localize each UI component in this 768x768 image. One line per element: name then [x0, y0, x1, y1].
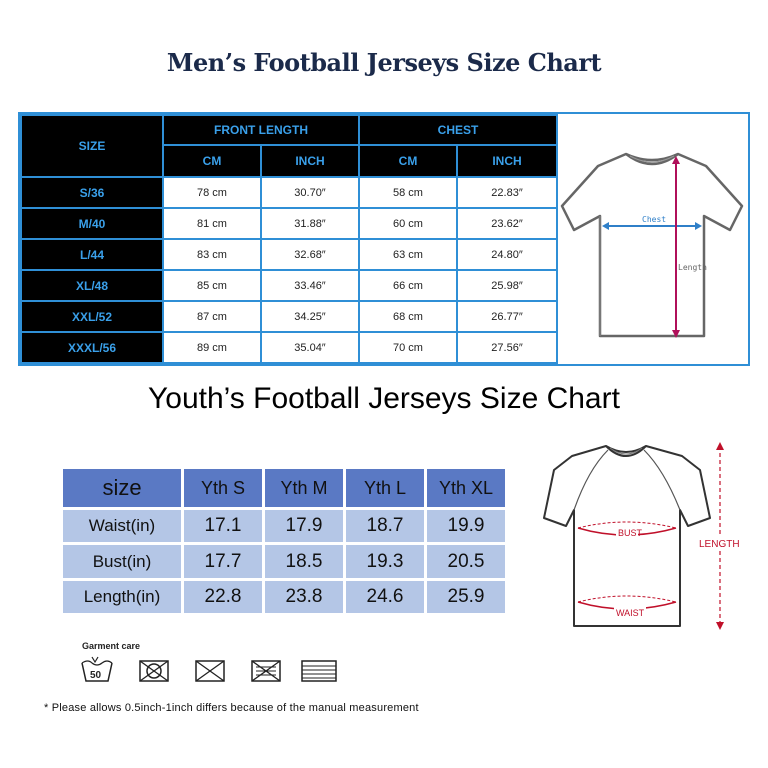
men-fl-cm-cell: 89 cm [162, 331, 262, 364]
garment-care-icons: 50 [81, 656, 337, 682]
men-chest-inch-cell: 23.62″ [455, 207, 559, 240]
men-chest-inch-cell: 25.98″ [455, 269, 559, 302]
no-tumble-dry-icon [139, 660, 169, 682]
table-row: Waist(in) 17.1 17.9 18.7 19.9 [63, 510, 505, 543]
youth-value-cell: 18.7 [346, 510, 424, 543]
youth-value-cell: 19.3 [346, 545, 424, 578]
youth-value-cell: 17.1 [184, 510, 262, 543]
men-header-fl-cm: CM [162, 144, 262, 178]
youth-header-yth-m: Yth M [265, 469, 343, 508]
youth-header-yth-l: Yth L [346, 469, 424, 508]
table-row: L/44 83 cm 32.68″ 63 cm 24.80″ [20, 238, 559, 271]
do-not-wring-icon [195, 660, 225, 682]
men-header-chest: CHEST [357, 114, 559, 146]
no-dry-clean-icon [251, 660, 281, 682]
men-fl-inch-cell: 33.46″ [260, 269, 360, 302]
length-label: LENGTH [699, 539, 740, 550]
measurement-footnote: * Please allows 0.5inch-1inch differs be… [44, 702, 419, 714]
men-header-size: SIZE [20, 114, 164, 178]
length-label: Length [678, 263, 707, 272]
men-chest-inch-cell: 24.80″ [455, 238, 559, 271]
men-size-cell: S/36 [20, 176, 164, 209]
men-header-front-length: FRONT LENGTH [162, 114, 360, 146]
men-fl-cm-cell: 78 cm [162, 176, 262, 209]
men-chest-inch-cell: 27.56″ [455, 331, 559, 364]
youth-header-size: size [63, 469, 181, 508]
men-size-cell: XXL/52 [20, 300, 164, 333]
table-row: XXL/52 87 cm 34.25″ 68 cm 26.77″ [20, 300, 559, 333]
men-chest-cm-cell: 70 cm [358, 331, 458, 364]
youth-row-label: Waist(in) [63, 510, 181, 543]
waist-label: WAIST [616, 608, 645, 618]
men-header-chest-inch: INCH [455, 144, 559, 178]
men-fl-inch-cell: 30.70″ [260, 176, 360, 209]
men-fl-cm-cell: 83 cm [162, 238, 262, 271]
men-fl-inch-cell: 31.88″ [260, 207, 360, 240]
men-chest-cm-cell: 60 cm [358, 207, 458, 240]
men-fl-cm-cell: 85 cm [162, 269, 262, 302]
youth-size-table: size Yth S Yth M Yth L Yth XL Waist(in) … [60, 466, 508, 616]
men-fl-inch-cell: 35.04″ [260, 331, 360, 364]
youth-value-cell: 20.5 [427, 545, 505, 578]
men-size-cell: XXXL/56 [20, 331, 164, 364]
table-row: S/36 78 cm 30.70″ 58 cm 22.83″ [20, 176, 559, 209]
chest-label: Chest [642, 215, 666, 224]
youth-header-yth-xl: Yth XL [427, 469, 505, 508]
youth-value-cell: 17.9 [265, 510, 343, 543]
men-chest-inch-cell: 22.83″ [455, 176, 559, 209]
youth-header-yth-s: Yth S [184, 469, 262, 508]
men-size-cell: XL/48 [20, 269, 164, 302]
youth-row-label: Length(in) [63, 580, 181, 613]
men-chest-inch-cell: 26.77″ [455, 300, 559, 333]
garment-care-title: Garment care [82, 641, 141, 651]
men-fl-inch-cell: 32.68″ [260, 238, 360, 271]
men-header-fl-inch: INCH [260, 144, 360, 178]
table-row: Bust(in) 17.7 18.5 19.3 20.5 [63, 545, 505, 578]
men-fl-cm-cell: 87 cm [162, 300, 262, 333]
youth-value-cell: 19.9 [427, 510, 505, 543]
men-fl-inch-cell: 34.25″ [260, 300, 360, 333]
line-dry-icon [301, 660, 337, 682]
youth-value-cell: 24.6 [346, 580, 424, 613]
youth-chart-title: Youth’s Football Jerseys Size Chart [148, 382, 620, 415]
men-size-chart: SIZE FRONT LENGTH CHEST CM INCH CM INCH … [18, 112, 750, 366]
tshirt-outline-icon [560, 152, 744, 338]
men-size-cell: M/40 [20, 207, 164, 240]
youth-value-cell: 22.8 [184, 580, 262, 613]
men-chest-cm-cell: 68 cm [358, 300, 458, 333]
table-row: Length(in) 22.8 23.8 24.6 25.9 [63, 580, 505, 613]
wash-50-icon: 50 [81, 656, 113, 682]
table-row: M/40 81 cm 31.88″ 60 cm 23.62″ [20, 207, 559, 240]
men-fl-cm-cell: 81 cm [162, 207, 262, 240]
bust-label: BUST [618, 528, 643, 538]
men-size-table: SIZE FRONT LENGTH CHEST CM INCH CM INCH … [20, 114, 559, 364]
table-row: XL/48 85 cm 33.46″ 66 cm 25.98″ [20, 269, 559, 302]
table-row: XXXL/56 89 cm 35.04″ 70 cm 27.56″ [20, 331, 559, 364]
youth-value-cell: 25.9 [427, 580, 505, 613]
youth-value-cell: 23.8 [265, 580, 343, 613]
men-tshirt-diagram: Chest Length [560, 152, 744, 338]
youth-value-cell: 18.5 [265, 545, 343, 578]
men-size-cell: L/44 [20, 238, 164, 271]
men-chest-cm-cell: 58 cm [358, 176, 458, 209]
men-chest-cm-cell: 66 cm [358, 269, 458, 302]
youth-row-label: Bust(in) [63, 545, 181, 578]
men-chest-cm-cell: 63 cm [358, 238, 458, 271]
youth-tshirt-diagram: BUST WAIST LENGTH [543, 442, 748, 630]
men-chart-title: Men’s Football Jerseys Size Chart [166, 48, 602, 77]
wash-temp-label: 50 [90, 670, 102, 681]
youth-value-cell: 17.7 [184, 545, 262, 578]
men-header-chest-cm: CM [358, 144, 458, 178]
